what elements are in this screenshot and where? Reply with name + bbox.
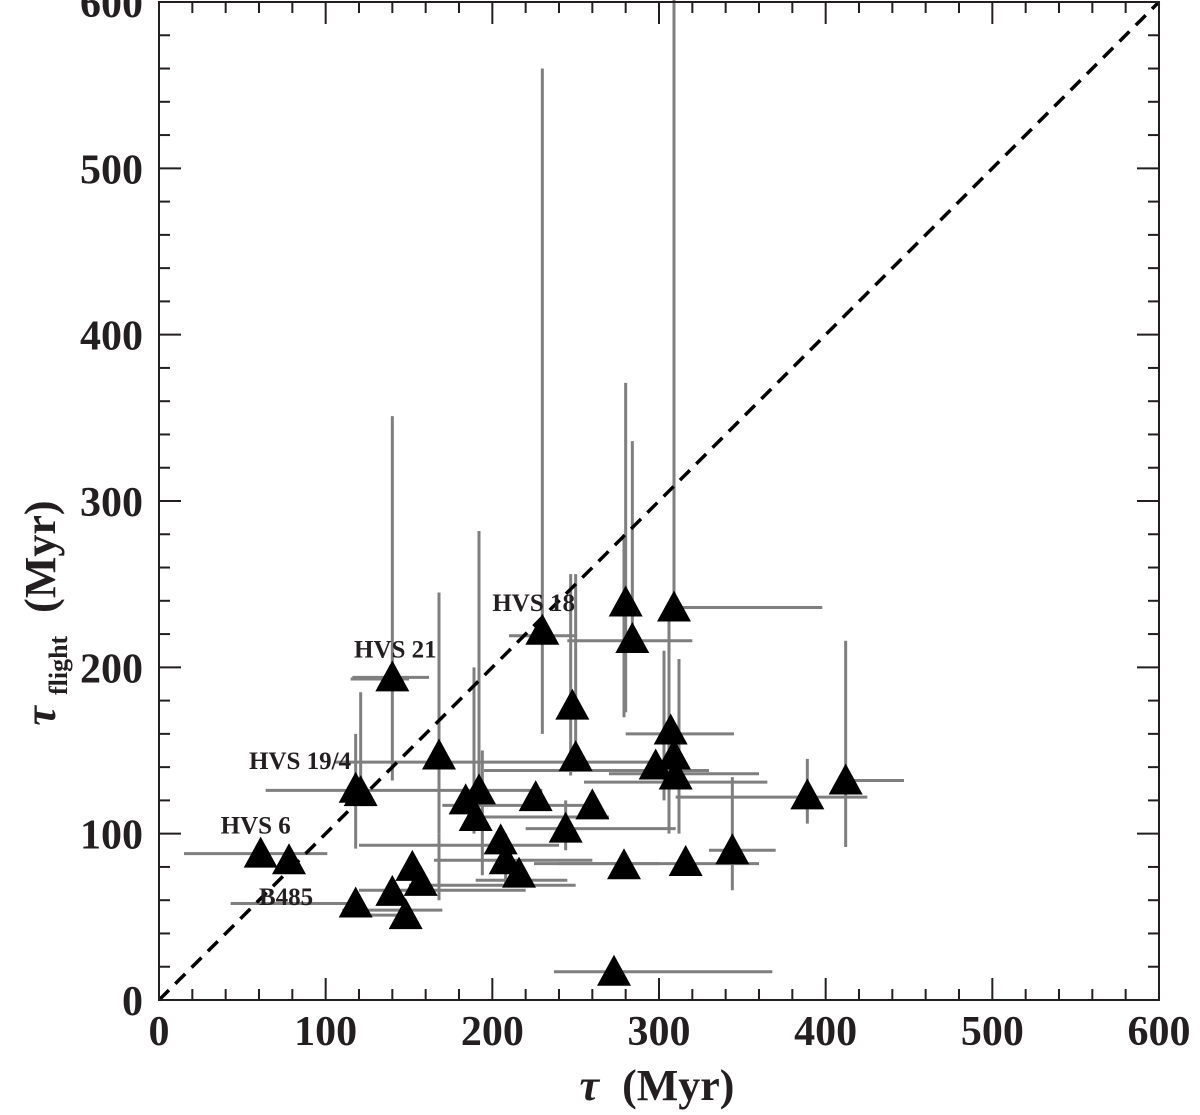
x-axis-unit: (Myr) [622,1061,734,1110]
data-point-triangle [638,748,673,780]
diagonal-reference-layer [157,0,1161,1002]
x-tick-label: 600 [1128,1009,1191,1055]
data-point-triangle [657,590,691,622]
data-point-triangle [608,585,643,617]
axis-ticks [158,1,1160,1001]
y-tick-label: 500 [80,147,143,193]
y-axis-title: τ flight (Myr) [16,500,77,725]
diagonal-one-to-one-line [157,0,1161,1002]
data-point-triangle [607,848,641,880]
point-annotation: HVS 19/4 [249,748,352,775]
y-axis-subscript: flight [44,635,73,695]
data-point-triangle [555,688,590,720]
data-point-triangle [343,775,378,807]
data-point-triangle [388,898,423,930]
x-tick-label: 500 [961,1009,1024,1055]
data-point-triangle [338,886,373,918]
x-axis-title: τ (Myr) [580,1061,735,1110]
data-point-triangle [548,811,583,843]
data-point-triangle [525,613,560,645]
markers-layer [243,585,863,986]
point-annotation: HVS 21 [354,636,437,663]
y-tick-label: 300 [80,480,143,526]
data-point-triangle [597,954,631,986]
y-tick-label: 200 [80,646,143,692]
y-tick-label: 100 [80,813,143,859]
data-point-triangle [483,823,518,855]
error-bars-layer [184,0,904,974]
data-point-triangle [518,780,553,812]
x-tick-label: 0 [149,1009,170,1055]
data-point-triangle [502,856,536,888]
data-point-triangle [657,738,691,770]
data-point-triangle [715,833,750,865]
point-annotation: HVS 6 [221,813,291,840]
data-point-triangle [403,864,438,896]
data-point-triangle [653,713,688,745]
x-tick-label: 400 [794,1009,857,1055]
data-point-triangle [243,836,278,868]
x-axis-symbol: τ [580,1061,601,1110]
data-point-triangle [375,874,410,906]
data-point-triangle [272,843,306,875]
annotations-layer: HVS 18 HVS 21 HVS 19/4 HVS 6 B485 [221,590,575,911]
data-point-triangle [575,788,610,820]
y-tick-label: 0 [122,979,143,1025]
data-point-triangle [458,800,493,832]
y-axis-unit: (Myr) [16,500,65,612]
data-point-triangle [828,763,863,795]
data-point-triangle [615,622,650,654]
x-tick-label: 200 [461,1009,524,1055]
x-tick-labels: 0 100 200 300 400 500 600 [149,1009,1191,1055]
point-annotation: B485 [259,884,313,911]
data-point-triangle [422,738,456,770]
point-annotation: HVS 18 [492,590,575,617]
data-point-triangle [558,740,593,772]
y-tick-label: 600 [80,0,143,27]
data-point-triangle [790,778,825,810]
data-point-triangle [462,773,496,805]
x-tick-label: 100 [294,1009,357,1055]
y-axis-symbol: τ [16,705,65,726]
y-tick-labels: 0 100 200 300 400 500 600 [80,0,143,1025]
data-point-triangle [668,844,703,876]
data-point-triangle [658,758,693,790]
y-tick-label: 400 [80,314,143,360]
x-tick-label: 300 [628,1009,691,1055]
data-point-triangle [375,660,410,692]
